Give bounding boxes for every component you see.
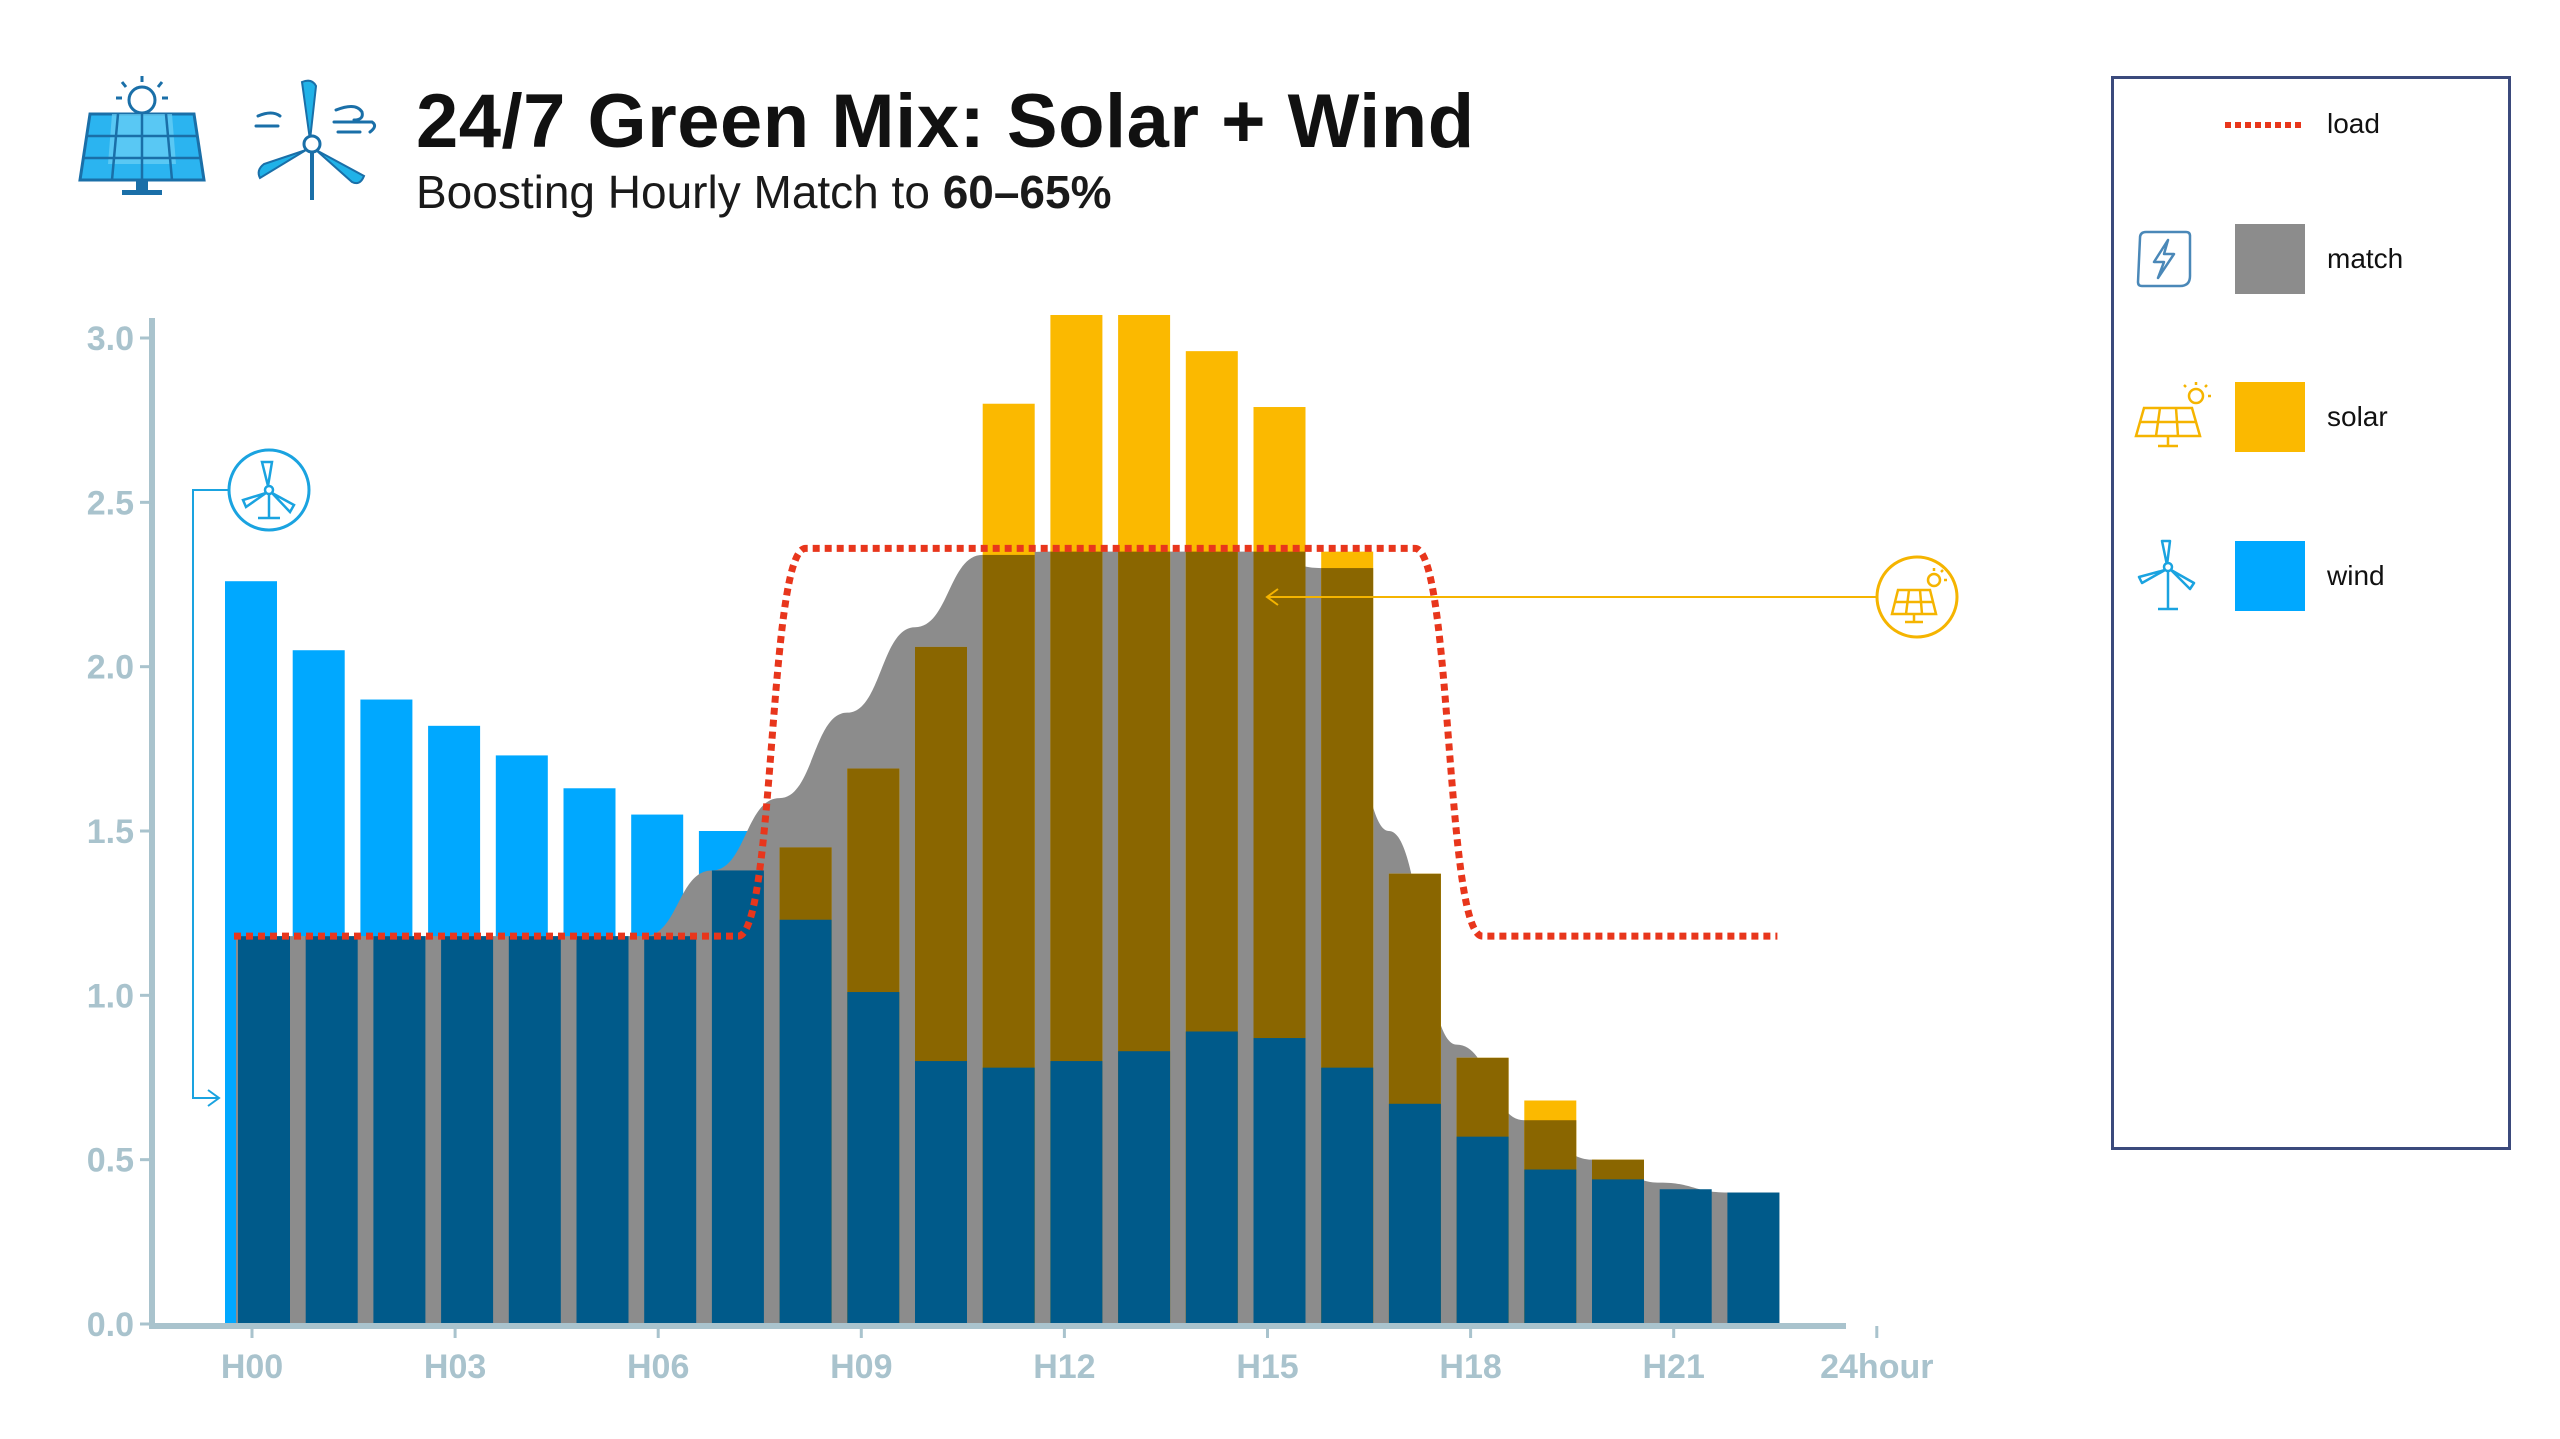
legend-item-match: match — [2114, 224, 2508, 294]
wind-match-bar — [373, 936, 426, 1324]
legend-label: load — [2327, 108, 2380, 139]
x-tick-label: H12 — [1033, 1348, 1095, 1386]
legend-label: wind — [2327, 560, 2385, 591]
wind-annotation-bracket — [192, 489, 229, 1099]
wind-turbine-icon — [241, 460, 296, 520]
wind-match-bar — [305, 936, 358, 1324]
wind-match-bar — [779, 919, 832, 1324]
wind-match-bar — [508, 936, 561, 1324]
legend-swatch-match — [2235, 224, 2305, 294]
wind-match-bar — [1185, 1031, 1238, 1324]
y-tick-label: 3.0 — [87, 320, 134, 358]
y-tick-label: 2.5 — [87, 484, 134, 522]
legend-swatch-load — [2225, 122, 2305, 128]
wind-match-bar — [1456, 1136, 1509, 1324]
subtitle-prefix: Boosting Hourly Match to — [416, 166, 943, 218]
x-tick-label: H21 — [1643, 1348, 1705, 1386]
y-tick-label: 0.5 — [87, 1142, 134, 1180]
chart: 0.0 0.5 1.0 1.5 2.0 2.5 3.0 H00 H03 H06 H09 H12 H15 H… — [87, 314, 1959, 1386]
legend-label: match — [2327, 243, 2404, 274]
legend: load match solar — [2111, 76, 2511, 1150]
wind-match-bar — [644, 936, 697, 1324]
wind-annotation-arrowhead — [207, 1089, 221, 1107]
legend-item-solar: solar — [2114, 382, 2508, 452]
legend-item-wind: wind — [2114, 539, 2508, 611]
wind-turbine-icon — [254, 79, 377, 200]
x-tick-label: H06 — [627, 1348, 689, 1386]
wind-match-bar — [1659, 1189, 1712, 1324]
wind-match-bar — [238, 936, 290, 1324]
wind-turbine-icon — [2137, 539, 2196, 611]
legend-label: solar — [2327, 401, 2388, 432]
x-tick-label: H15 — [1236, 1348, 1298, 1386]
legend-swatch-wind — [2235, 541, 2305, 611]
load-line — [234, 544, 1778, 940]
y-tick-label: 2.0 — [87, 649, 134, 687]
chart-title: 24/7 Green Mix: Solar + Wind — [416, 79, 1475, 164]
chart-subtitle: Boosting Hourly Match to 60–65% — [416, 164, 1475, 220]
y-tick-label: 0.0 — [87, 1306, 134, 1344]
wind-match-bar — [915, 1061, 967, 1324]
wind-match-bar — [1592, 1179, 1644, 1324]
wind-match-bar — [847, 992, 900, 1324]
solar-annotation-icon — [1875, 555, 1959, 639]
wind-match-bar — [982, 1067, 1035, 1324]
legend-swatch-solar — [2235, 382, 2305, 452]
wind-match-bar — [1727, 1192, 1780, 1324]
solar-annotation-arrowhead — [1265, 588, 1279, 606]
legend-item-load: load — [2114, 89, 2508, 159]
wind-match-bar — [1050, 1061, 1103, 1324]
wind-match-bar — [711, 870, 764, 1324]
lightning-panel-icon — [2136, 230, 2192, 288]
solar-panel-icon — [78, 76, 206, 195]
y-tick-label: 1.5 — [87, 813, 134, 851]
x-tick-label: H00 — [221, 1348, 283, 1386]
wind-match-bar — [1388, 1103, 1441, 1324]
subtitle-bold: 60–65% — [942, 166, 1112, 218]
solar-panel-icon — [2134, 382, 2211, 448]
x-tick-label: H03 — [424, 1348, 486, 1386]
wind-match-bar — [576, 936, 629, 1324]
solar-panel-icon — [1890, 568, 1947, 624]
wind-match-bar — [1253, 1038, 1306, 1324]
wind-match-bar — [1524, 1169, 1577, 1324]
y-tick-label: 1.0 — [87, 977, 134, 1015]
x-tick-label: H18 — [1439, 1348, 1501, 1386]
wind-match-bar — [441, 936, 494, 1324]
wind-match-bar — [1321, 1067, 1374, 1324]
wind-match-bar — [1118, 1051, 1171, 1324]
x-tick-label: H09 — [830, 1348, 892, 1386]
title-block: 24/7 Green Mix: Solar + Wind Boosting Ho… — [416, 78, 1475, 220]
x-tick-label: 24hour — [1820, 1348, 1933, 1386]
